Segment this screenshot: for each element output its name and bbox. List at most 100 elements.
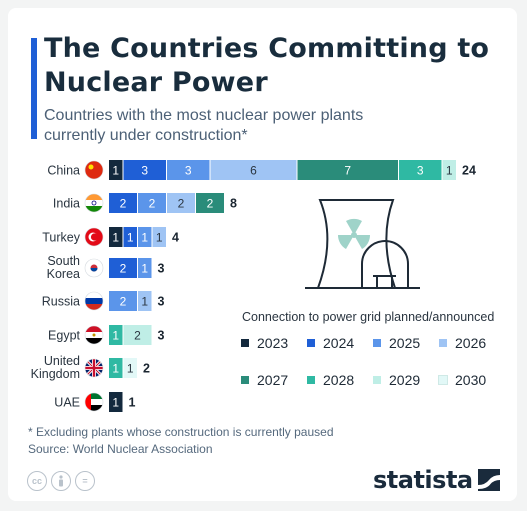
- legend-swatch: [373, 376, 381, 384]
- bar-segment-2030: [123, 358, 137, 378]
- legend-label: 2025: [389, 335, 421, 351]
- legend: [212, 297, 502, 405]
- country-label: United Kingdom: [31, 354, 80, 381]
- data-label: 1: [112, 231, 119, 245]
- total-label: 4: [172, 231, 179, 245]
- total-label: 2: [143, 362, 150, 376]
- flag-icon-united-kingdom: [84, 358, 104, 378]
- legend-item-2026: 2026: [439, 335, 486, 351]
- bar-segment-2025: [109, 291, 137, 311]
- brand-name: statista: [373, 466, 473, 494]
- data-label: 1: [141, 231, 148, 245]
- total-label: 8: [230, 197, 237, 211]
- flag-icon-turkey: [84, 227, 104, 247]
- flag-icon-china: [84, 160, 104, 180]
- legend-item-2023: 2023: [241, 335, 288, 351]
- flag-icon-india: [84, 193, 104, 213]
- data-label: 3: [185, 164, 192, 178]
- bar-segment-2026: [138, 291, 152, 311]
- legend-label: 2030: [455, 372, 487, 388]
- data-label: 2: [178, 197, 185, 211]
- data-label: 1: [446, 164, 453, 178]
- data-label: 1: [112, 329, 119, 343]
- bar-segment-2023: [109, 160, 123, 180]
- bar-segment-2026: [167, 193, 195, 213]
- data-label: 6: [250, 164, 257, 178]
- data-label: 1: [156, 231, 163, 245]
- country-label: Russia: [42, 295, 80, 309]
- bar-segment-2024: [109, 193, 137, 213]
- bar-segment-2024: [123, 227, 137, 247]
- country-label: India: [53, 197, 80, 211]
- source-text: Source: World Nuclear Association: [28, 442, 213, 456]
- statista-mark-icon: [477, 469, 500, 491]
- flag-icon-russia: [84, 291, 104, 311]
- flag-icon-uae: [84, 392, 104, 412]
- legend-label: 2029: [389, 372, 421, 388]
- bar-segment-2027: [297, 160, 398, 180]
- infographic-card: [8, 8, 517, 501]
- data-label: 3: [141, 164, 148, 178]
- legend-swatch: [439, 339, 447, 347]
- legend-label: 2023: [257, 335, 289, 351]
- data-label: 1: [112, 164, 119, 178]
- data-label: 1: [112, 362, 119, 376]
- bar-segment-2023: [109, 392, 123, 412]
- data-label: 2: [120, 295, 127, 309]
- legend-label: 2026: [455, 335, 487, 351]
- bar-segment-2024: [109, 258, 137, 278]
- legend-item-2027: 2027: [241, 372, 288, 388]
- no-derivatives-icon[interactable]: =: [75, 471, 95, 491]
- nuclear-plant-icon: [305, 199, 420, 289]
- legend-label: 2024: [323, 335, 355, 351]
- flag-icon-south-korea: [84, 258, 104, 278]
- country-label: Egypt: [48, 329, 80, 343]
- total-label: 3: [158, 329, 165, 343]
- data-label: 2: [207, 197, 214, 211]
- statista-logo[interactable]: statista: [373, 466, 500, 494]
- legend-title: Connection to power grid planned/announc…: [242, 310, 495, 324]
- legend-swatch: [241, 339, 249, 347]
- bar-segment-2024: [123, 160, 166, 180]
- total-label: 24: [462, 164, 476, 178]
- chart-subtitle: Countries with the most nuclear power pl…: [44, 107, 364, 144]
- bar-segment-2028: [109, 325, 123, 345]
- legend-item-2028: 2028: [307, 372, 354, 388]
- legend-label: 2027: [257, 372, 289, 388]
- legend-swatch: [307, 376, 315, 384]
- bar-segment-2025: [138, 227, 152, 247]
- bar-segment-2028: [109, 358, 123, 378]
- country-label: China: [47, 164, 80, 178]
- total-label: 3: [158, 295, 165, 309]
- flag-icon-egypt: [84, 325, 104, 345]
- legend-item-2024: 2024: [307, 335, 354, 351]
- data-label: 2: [149, 197, 156, 211]
- creative-commons-icon[interactable]: cc: [27, 471, 47, 491]
- legend-label: 2028: [323, 372, 355, 388]
- data-label: 2: [134, 329, 141, 343]
- country-label: Turkey: [42, 231, 80, 245]
- footnote-text: * Excluding plants whose construction is…: [28, 425, 334, 439]
- data-label: 2: [120, 262, 127, 276]
- data-label: 7: [344, 164, 351, 178]
- license-icons: cc =: [27, 471, 95, 491]
- data-label: 1: [112, 396, 119, 410]
- attribution-icon[interactable]: [51, 471, 71, 491]
- total-label: 1: [129, 396, 136, 410]
- total-label: 3: [158, 262, 165, 276]
- bar-segment-2023: [109, 227, 123, 247]
- legend-item-2029: 2029: [373, 372, 420, 388]
- legend-swatch: [241, 376, 249, 384]
- bar-segment-2026: [152, 227, 166, 247]
- title-accent-bar: [31, 38, 37, 139]
- bar-segment-2029: [123, 325, 152, 345]
- bar-segment-2025: [138, 258, 152, 278]
- country-label: South Korea: [47, 254, 80, 281]
- data-label: 3: [417, 164, 424, 178]
- radiation-symbol-icon: [337, 218, 371, 249]
- bar-segment-2025: [138, 193, 166, 213]
- bar-segment-2025: [167, 160, 210, 180]
- data-label: 1: [127, 362, 134, 376]
